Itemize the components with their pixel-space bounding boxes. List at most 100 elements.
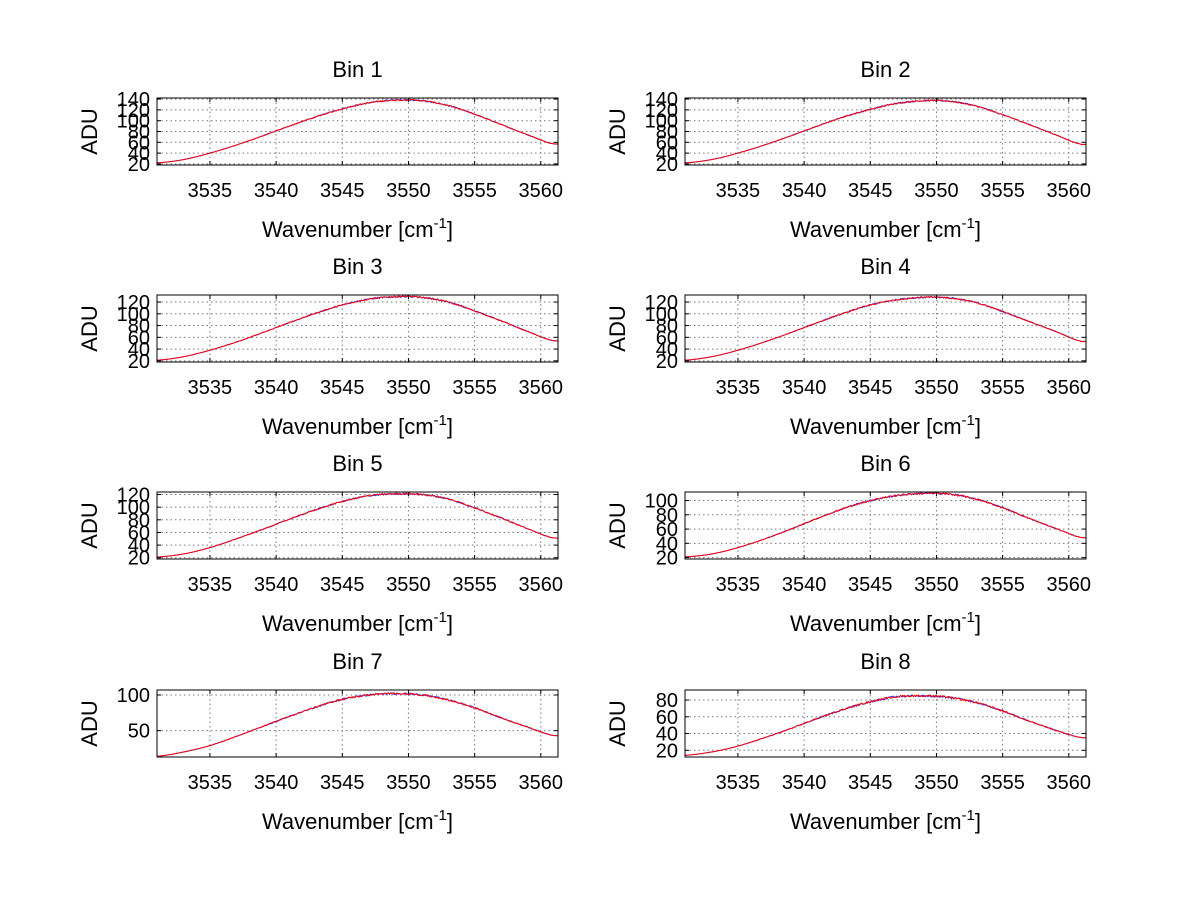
y-tick-label: 60 [656,327,678,349]
x-tick-label: 3550 [914,377,959,399]
y-tick-label: 60 [656,132,678,154]
x-axis-label: Wavenumber [cm-1] [790,412,981,439]
x-tick-label: 3535 [188,377,233,399]
x-tick-label: 3560 [1047,377,1092,399]
x-tick-label: 3545 [320,377,365,399]
x-axis-label: Wavenumber [cm-1] [262,609,453,636]
x-tick-label: 3555 [980,180,1025,202]
x-tick-label: 3550 [386,772,431,794]
y-axis-label: ADU [77,305,102,351]
y-tick-label: 140 [117,89,150,111]
y-tick-label: 80 [656,316,678,338]
y-tick-label: 120 [117,292,150,314]
x-tick-label: 3540 [254,772,299,794]
y-tick-label: 100 [117,111,150,133]
y-tick-label: 80 [128,122,150,144]
y-tick-label: 100 [645,111,678,133]
y-axis-label: ADU [77,108,102,154]
x-tick-label: 3555 [452,180,497,202]
axes-frame [156,689,559,758]
x-tick-label: 3555 [980,377,1025,399]
x-tick-label: 3555 [452,377,497,399]
subplot-bin-7: 3535 3540 3545 3550 3555 3560 50 100 Bin 7 Wavenu… [77,649,563,834]
y-axis-label: ADU [77,700,102,746]
x-axis-label: Wavenumber [cm-1] [262,215,453,242]
x-tick-label: 3540 [782,772,827,794]
series-line-red [684,491,1087,558]
x-tick-label: 3560 [519,377,564,399]
y-tick-label: 140 [645,89,678,111]
y-tick-label: 60 [128,327,150,349]
x-tick-label: 3545 [848,772,893,794]
y-axis-label: ADU [605,700,630,746]
subplot-title: Bin 5 [332,451,382,476]
subplot-title: Bin 7 [332,649,382,674]
y-tick-label: 120 [645,100,678,122]
x-tick-label: 3535 [716,574,761,596]
x-tick-label: 3540 [782,180,827,202]
y-tick-label: 20 [656,740,678,762]
x-tick-label: 3535 [188,180,233,202]
subplot-bin-1: 3535 3540 3545 3550 3555 3560 2040608010012014… [77,57,563,242]
x-tick-label: 3555 [980,574,1025,596]
x-tick-label: 3545 [848,377,893,399]
y-tick-label: 80 [656,690,678,712]
x-axis-label: Wavenumber [cm-1] [262,412,453,439]
series-line-red [156,692,559,757]
x-tick-label: 3550 [386,574,431,596]
series-line-red [684,99,1086,164]
x-tick-label: 3560 [519,574,564,596]
y-tick-label: 40 [656,143,678,165]
axes-frame [684,689,1087,758]
x-tick-label: 3550 [386,377,431,399]
y-tick-label: 120 [117,100,150,122]
y-tick-label: 100 [117,685,150,707]
x-axis-label: Wavenumber [cm-1] [790,609,981,636]
y-tick-label: 40 [128,535,150,557]
y-tick-label: 100 [645,304,678,326]
y-tick-label: 60 [656,707,678,729]
x-tick-label: 3550 [914,772,959,794]
subplot-title: Bin 1 [332,57,382,82]
y-tick-label: 20 [128,154,150,176]
axes-frame [156,294,559,363]
y-tick-label: 40 [128,143,150,165]
x-axis-label: Wavenumber [cm-1] [790,215,981,242]
x-tick-label: 3540 [782,574,827,596]
x-tick-label: 3545 [848,180,893,202]
y-tick-label: 20 [656,548,678,570]
y-tick-label: 60 [128,132,150,154]
subplot-title: Bin 2 [860,57,910,82]
x-tick-label: 3560 [1047,574,1092,596]
series-line-red [156,492,559,558]
x-tick-label: 3545 [320,180,365,202]
y-tick-label: 40 [656,724,678,746]
x-tick-label: 3555 [452,772,497,794]
x-tick-label: 3535 [716,180,761,202]
x-tick-label: 3540 [254,377,299,399]
x-tick-label: 3545 [848,574,893,596]
axes-frame [684,294,1087,363]
x-tick-label: 3535 [716,772,761,794]
series-line-red [684,694,1087,756]
x-tick-label: 3540 [254,574,299,596]
series-line-red [156,98,559,164]
x-tick-label: 3560 [1047,180,1092,202]
y-tick-label: 80 [656,505,678,527]
x-tick-label: 3560 [1047,772,1092,794]
subplot-title: Bin 6 [860,451,910,476]
x-tick-label: 3560 [519,180,564,202]
y-axis-label: ADU [605,108,630,154]
y-tick-label: 80 [128,510,150,532]
y-tick-label: 60 [128,522,150,544]
x-tick-label: 3545 [320,772,365,794]
y-tick-label: 80 [128,316,150,338]
x-axis-label: Wavenumber [cm-1] [790,807,981,834]
